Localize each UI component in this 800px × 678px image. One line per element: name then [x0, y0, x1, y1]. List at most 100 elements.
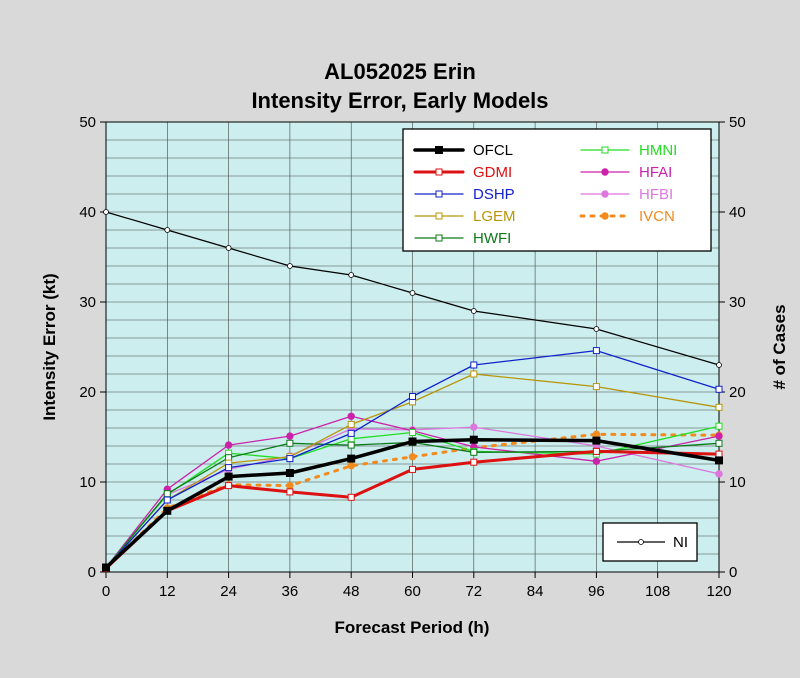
- series-point-hfai: [715, 432, 723, 440]
- series-point-ofcl: [592, 436, 601, 445]
- series-point-dshp: [409, 393, 416, 400]
- series-point-hfai: [592, 457, 601, 465]
- cases-point: [225, 245, 232, 251]
- series-point-hfbi: [715, 470, 723, 478]
- series-point-lgem: [470, 370, 478, 378]
- x-tick-label: 96: [588, 583, 605, 600]
- series-point-dshp: [225, 464, 233, 472]
- y-tick-label: 40: [79, 204, 96, 221]
- series-point-dshp: [163, 496, 171, 504]
- error-series: [102, 347, 723, 573]
- legend-marker-hwfi: [435, 234, 443, 242]
- series-point-dshp: [715, 385, 723, 393]
- series-point-lgem: [592, 383, 600, 391]
- y-tick-label: 50: [79, 114, 96, 131]
- cases-point: [103, 209, 109, 215]
- series-point-gdmi: [347, 493, 355, 501]
- legend-marker-lgem: [435, 212, 443, 220]
- cases-series: [103, 209, 722, 368]
- y-right-tick-label: 30: [729, 294, 746, 311]
- legend-marker-hfai: [601, 168, 609, 176]
- x-tick-label: 84: [527, 583, 544, 600]
- legend-marker-hmni: [601, 146, 609, 154]
- legend-label-hfai: HFAI: [639, 164, 672, 181]
- cases-point: [164, 227, 171, 233]
- series-point-hwfi: [347, 441, 355, 449]
- chart-subtitle: Intensity Error, Early Models: [251, 88, 548, 113]
- series-point-dshp: [286, 455, 294, 463]
- series-point-lgem: [347, 420, 355, 428]
- cases-point: [593, 326, 600, 332]
- legend-marker-hfbi: [601, 190, 609, 198]
- x-tick-label: 36: [282, 583, 299, 600]
- y-right-tick-label: 20: [729, 384, 746, 401]
- x-axis-label: Forecast Period (h): [335, 618, 490, 637]
- series-point-ivcn: [286, 481, 294, 490]
- series-point-ivcn: [347, 462, 355, 470]
- legend-label-gdmi: GDMI: [473, 164, 512, 181]
- cases-point: [286, 263, 293, 269]
- series-point-hwfi: [286, 439, 294, 447]
- cases-point: [409, 290, 416, 296]
- y-tick-label: 0: [88, 564, 96, 581]
- legend-marker-ivcn: [601, 212, 609, 220]
- series-point-lgem: [715, 403, 723, 411]
- legend-label-hmni: HMNI: [639, 142, 677, 159]
- series-point-ofcl: [163, 506, 172, 515]
- series-point-dshp: [470, 361, 478, 369]
- legend-label-dshp: DSHP: [473, 186, 515, 203]
- cases-legend-label: NI: [673, 534, 688, 551]
- series-point-hwfi: [715, 439, 723, 447]
- series-ofcl: [102, 435, 723, 572]
- series-point-gdmi: [225, 482, 233, 490]
- x-tick-label: 12: [159, 583, 176, 600]
- x-tick-label: 120: [706, 583, 731, 600]
- y-axis-left-ticks: 0 10 20 30 40 50: [79, 114, 106, 581]
- y-right-tick-label: 40: [729, 204, 746, 221]
- legend-label-ivcn: IVCN: [639, 208, 675, 225]
- series-point-hfai: [224, 441, 233, 449]
- legend-marker-gdmi: [435, 168, 443, 176]
- series-point-gdmi: [286, 488, 294, 496]
- y-right-tick-label: 10: [729, 474, 746, 491]
- legend-label-hfbi: HFBI: [639, 186, 673, 203]
- series-point-ofcl: [715, 456, 723, 465]
- y-tick-label: 30: [79, 294, 96, 311]
- chart-title: AL052025 Erin: [324, 59, 476, 84]
- legend-marker-dshp: [435, 190, 443, 198]
- legend-marker-ofcl: [435, 146, 443, 154]
- y-right-tick-label: 0: [729, 564, 737, 581]
- series-point-ofcl: [224, 472, 233, 481]
- legend-label-lgem: LGEM: [473, 208, 516, 225]
- series-point-ofcl: [285, 469, 294, 477]
- legend-label-hwfi: HWFI: [473, 230, 511, 247]
- y-right-tick-label: 50: [729, 114, 746, 131]
- series-point-gdmi: [409, 465, 416, 473]
- series-point-hwfi: [470, 448, 478, 456]
- series-point-hfbi: [470, 423, 478, 431]
- cases-point: [716, 362, 722, 368]
- series-point-dshp: [592, 347, 600, 355]
- series-point-hmni: [409, 429, 416, 436]
- series-point-ofcl: [408, 437, 417, 446]
- y-axis-right-ticks: 0 10 20 30 40 50: [719, 114, 746, 581]
- series-point-ofcl: [102, 563, 110, 572]
- x-tick-label: 108: [645, 583, 670, 600]
- x-axis-ticks: 0 12 24 36 48 60 72 84 96 108 120: [102, 572, 732, 600]
- cases-point: [348, 272, 355, 278]
- series-point-ofcl: [469, 435, 478, 444]
- series-point-gdmi: [592, 447, 600, 455]
- series-point-ofcl: [347, 454, 356, 463]
- y-axis-right-label: # of Cases: [770, 304, 789, 389]
- y-axis-label: Intensity Error (kt): [40, 273, 59, 420]
- cases-legend-marker: [638, 539, 644, 545]
- series-point-ivcn: [592, 430, 601, 438]
- series-point-hwfi: [163, 490, 171, 498]
- series-dshp: [102, 347, 723, 571]
- series-point-hfai: [286, 432, 294, 440]
- series-point-hfai: [347, 412, 355, 420]
- y-tick-label: 20: [79, 384, 96, 401]
- x-tick-label: 24: [220, 583, 237, 600]
- legend-label-ofcl: OFCL: [473, 142, 513, 159]
